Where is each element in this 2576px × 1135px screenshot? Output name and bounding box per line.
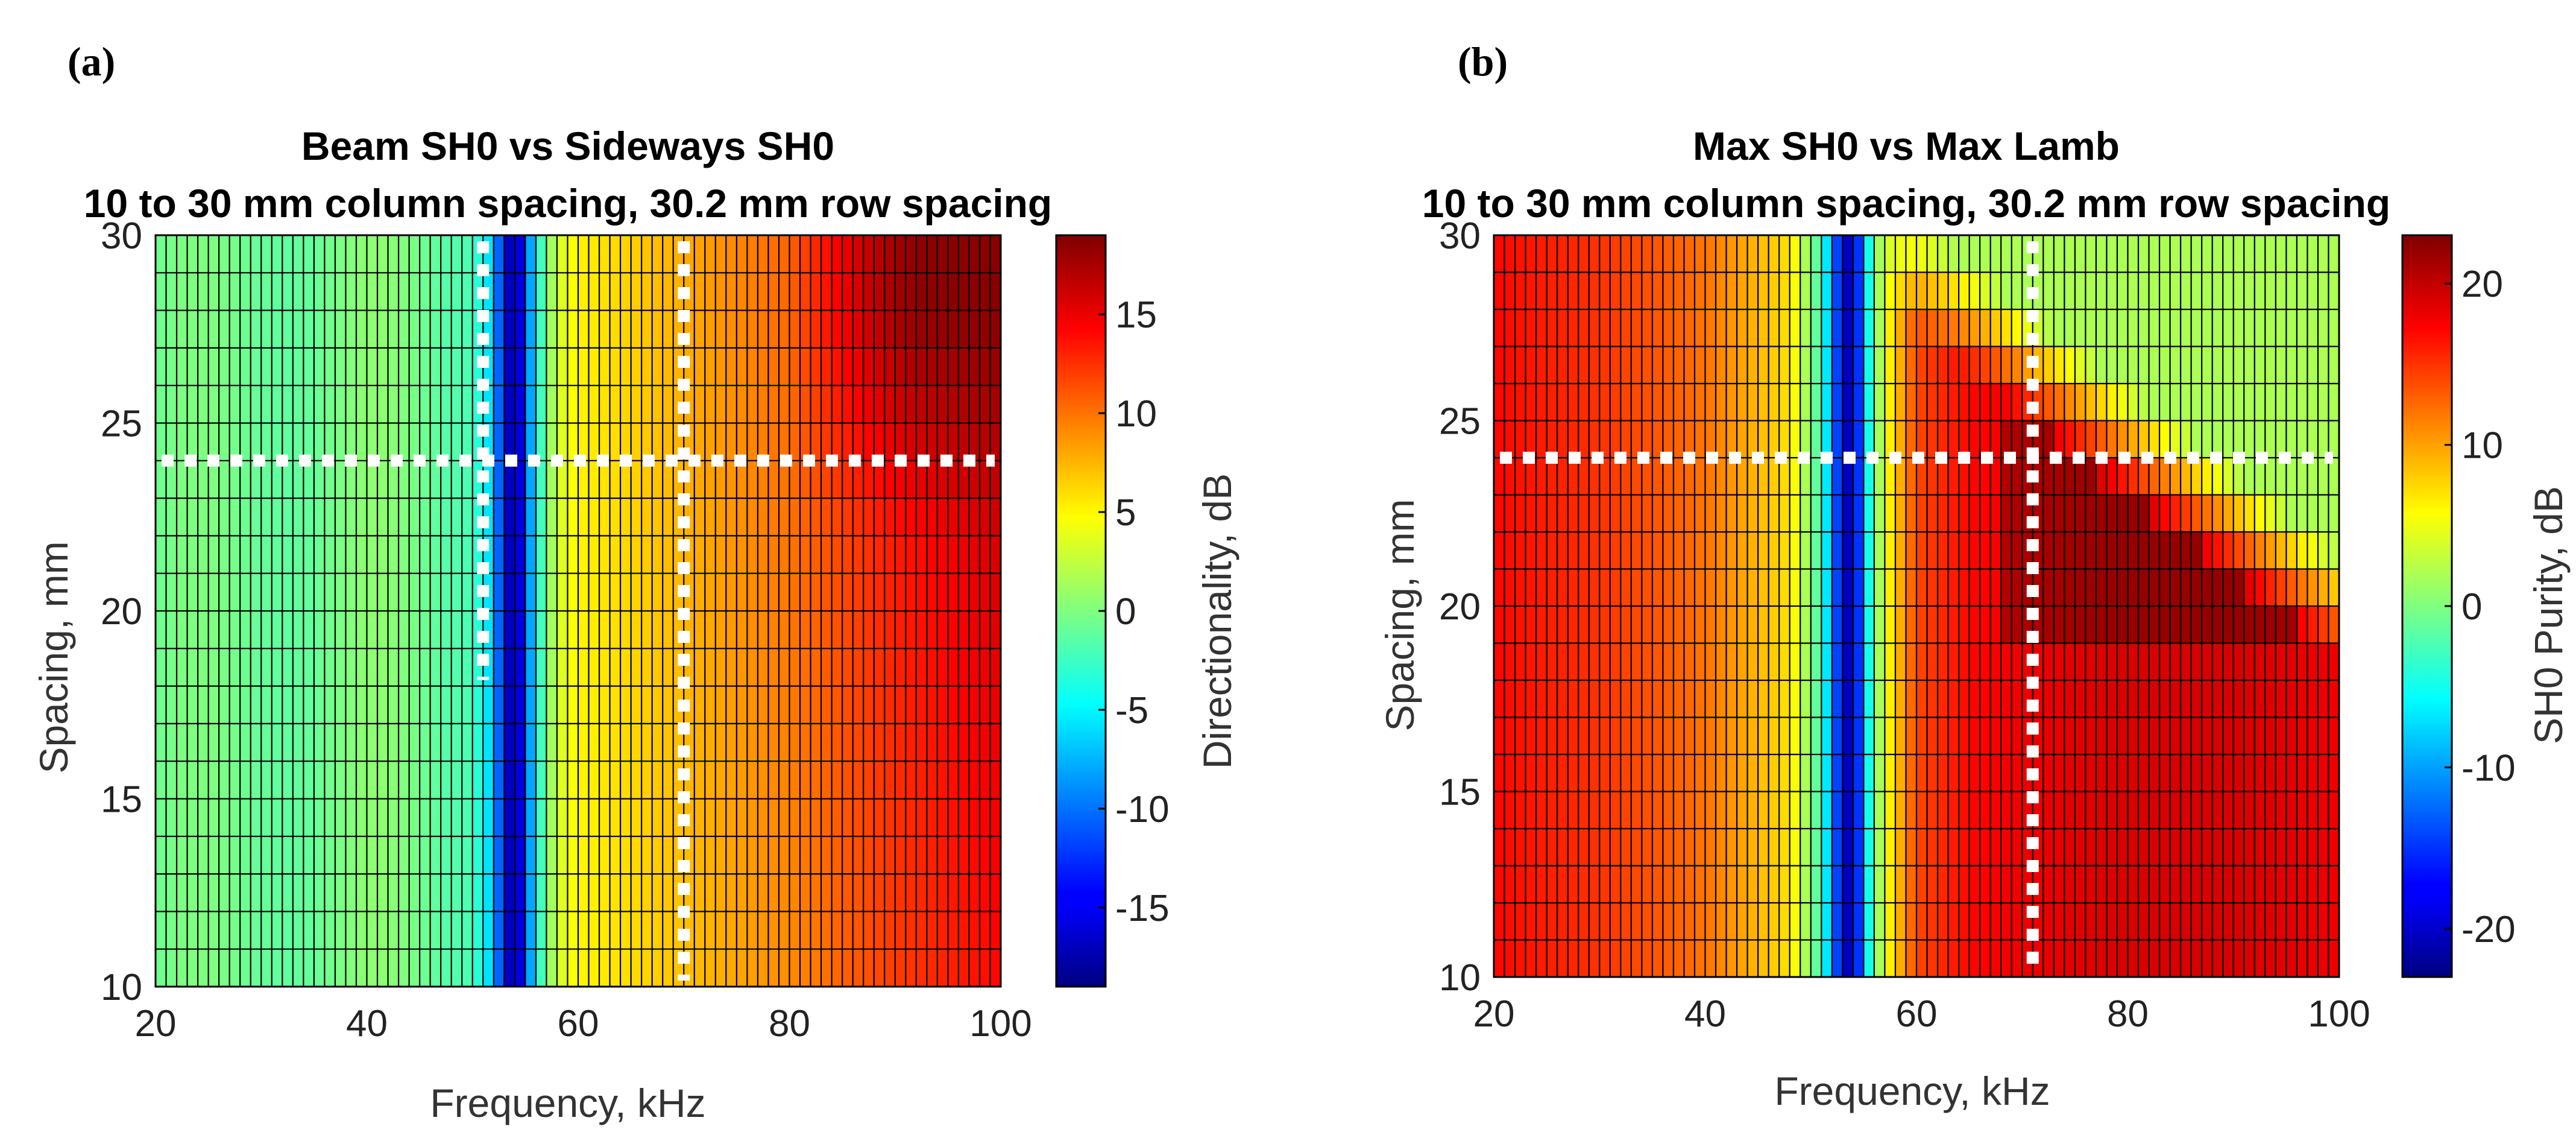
panel-a-x-tick-label: 80: [769, 1003, 810, 1045]
panel-a-colorbar: [1055, 234, 1107, 988]
panel-a-colorbar-label: Directionality, dB: [1195, 473, 1239, 769]
panel-a-y-tick-label: 30: [101, 215, 142, 257]
panel-a-y-tick-label: 20: [101, 591, 142, 633]
panel-a-subtitle: 10 to 30 mm column spacing, 30.2 mm row …: [84, 181, 1053, 226]
panel-b-x-tick-label: 40: [1684, 993, 1726, 1035]
panel-b-subtitle: 10 to 30 mm column spacing, 30.2 mm row …: [1422, 181, 2391, 226]
panel-b-x-axis-label: Frequency, kHz: [1774, 1069, 2050, 1113]
panel-a-colorbar-tick-label: 0: [1115, 591, 1136, 633]
panel-a-colorbar-ticks: 15 10 5 0 -5 -10 -15: [1098, 294, 1170, 929]
panel-b-x-tick-label: 20: [1473, 993, 1515, 1035]
panel-b-x-ticks: 20 40 60 80 100: [1473, 993, 2370, 1035]
panel-a-y-tick-label: 25: [101, 403, 142, 445]
panel-b-colorbar-tick-label: -10: [2461, 747, 2516, 789]
panel-a: (a) Beam SH0 vs Sideways SH0 10 to 30 mm…: [31, 39, 1239, 1125]
panel-b-colorbar: [2401, 234, 2453, 978]
panel-b-colorbar-tick-label: -20: [2461, 909, 2516, 950]
panel-b-marker-lines: [1500, 241, 2333, 971]
panel-a-colorbar-tick-label: -15: [1115, 888, 1170, 929]
panel-b-colorbar-tick-label: 20: [2461, 264, 2503, 305]
panel-a-x-tick-label: 20: [135, 1003, 177, 1045]
panel-b-y-tick-label: 10: [1439, 957, 1481, 999]
panel-b-colorbar-tick-label: 10: [2461, 425, 2503, 467]
panel-a-colorbar-tick-label: 10: [1115, 393, 1157, 435]
panel-a-colorbar-tick-label: 15: [1115, 294, 1157, 336]
panel-a-colorbar-tick-label: -10: [1115, 789, 1170, 830]
panel-a-y-tick-label: 15: [101, 779, 142, 821]
panel-a-y-ticks: 10 15 20 25 30: [101, 215, 142, 1008]
panel-b-x-tick-label: 80: [2107, 993, 2149, 1035]
panel-b-axes-frame: [1493, 234, 2340, 978]
panel-b-y-axis-label: Spacing, mm: [1378, 499, 1422, 731]
panel-a-colorbar-tick-label: 5: [1115, 492, 1136, 534]
panel-b-label: (b): [1458, 39, 1508, 84]
panel-b: (b) Max SH0 vs Max Lamb 10 to 30 mm colu…: [1378, 39, 2571, 1113]
panel-b-y-tick-label: 30: [1439, 215, 1481, 257]
panel-a-label: (a): [68, 39, 115, 84]
panel-b-cell-grid: [1494, 235, 2339, 977]
panel-b-colorbar-tick-label: 0: [2461, 586, 2482, 628]
panel-a-x-tick-label: 100: [969, 1003, 1031, 1045]
panel-b-y-tick-label: 15: [1439, 772, 1481, 814]
panel-a-x-ticks: 20 40 60 80 100: [135, 1003, 1032, 1045]
panel-b-title: Max SH0 vs Max Lamb: [1693, 124, 2120, 168]
panel-a-x-tick-label: 40: [346, 1003, 388, 1045]
panel-b-heatmap: [1494, 235, 2340, 978]
panel-b-y-tick-label: 20: [1439, 586, 1481, 628]
panel-a-title: Beam SH0 vs Sideways SH0: [301, 124, 834, 168]
panel-a-heatmap: [156, 235, 1001, 987]
panel-a-y-tick-label: 10: [101, 967, 142, 1008]
panel-b-colorbar-ticks: 20 10 0 -10 -20: [2445, 264, 2516, 950]
panel-a-x-tick-label: 60: [558, 1003, 599, 1045]
panel-b-y-tick-label: 25: [1439, 401, 1481, 443]
panel-a-cell-grid: [156, 235, 1001, 987]
panel-b-x-tick-label: 60: [1896, 993, 1938, 1035]
panel-b-x-tick-label: 100: [2308, 993, 2370, 1035]
panel-b-y-ticks: 10 15 20 25 30: [1439, 215, 1481, 999]
panel-a-axes-frame: [154, 234, 1002, 988]
panel-a-y-axis-label: Spacing, mm: [31, 541, 76, 773]
panel-b-colorbar-label: SH0 Purity, dB: [2526, 486, 2571, 744]
panel-a-x-axis-label: Frequency, kHz: [430, 1081, 705, 1125]
panel-a-colorbar-tick-label: -5: [1115, 690, 1148, 732]
panel-a-marker-lines: [162, 241, 995, 981]
